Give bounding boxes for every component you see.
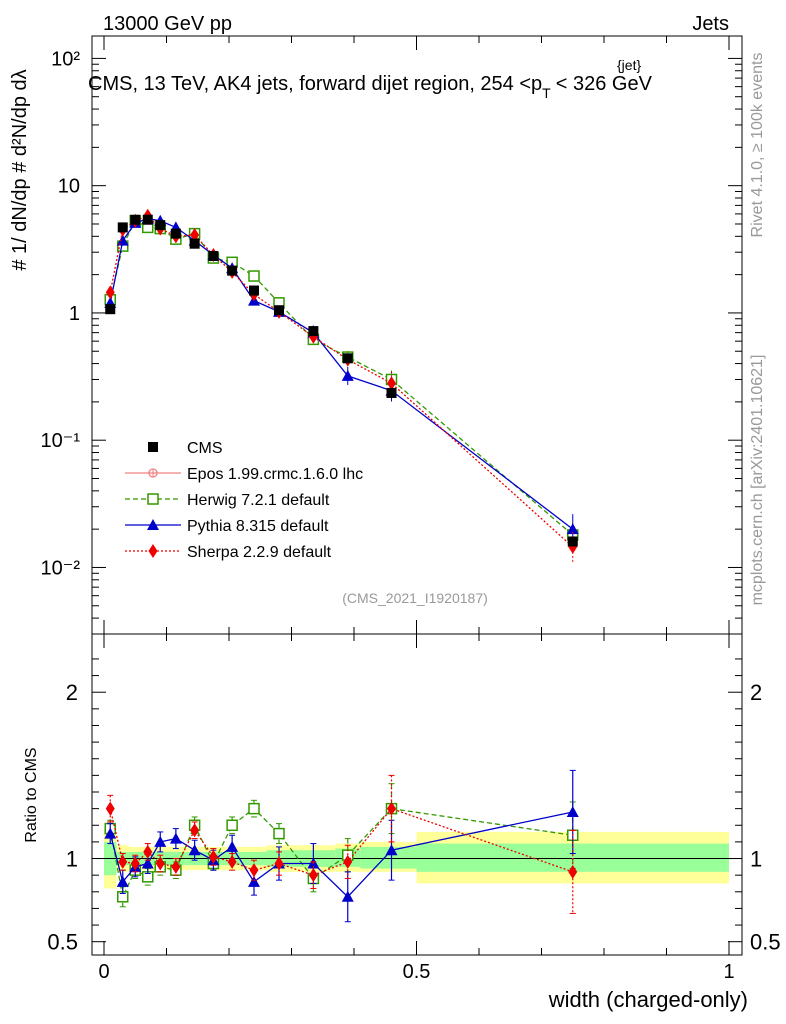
x-axis-label: width (charged-only) [548, 987, 748, 1012]
herwig-ratio-point [226, 819, 238, 832]
ratio-y-tick-label-left: 1 [66, 847, 78, 872]
cms-main-point [155, 220, 166, 231]
legend: CMS Epos 1.99.crmc.1.6.0 lhc Herwig 7.2.1 … [125, 440, 363, 561]
cms-main-point [208, 251, 219, 262]
pythia-ratio-point [248, 875, 260, 887]
cms-main-point [170, 228, 181, 239]
cms-main-point [342, 353, 353, 364]
x-tick-label: 0 [98, 961, 109, 983]
analysis-watermark: (CMS_2021_I1920187) [342, 590, 488, 606]
y-axis-label-ratio: Ratio to CMS [23, 747, 40, 842]
pythia-main-point [566, 523, 579, 535]
herwig-ratio-point [248, 802, 260, 815]
y-tick-label-main: 10⁻¹ [41, 430, 81, 452]
plot-title-main: CMS, 13 TeV, AK4 jets, forward dijet reg… [88, 73, 542, 95]
legend-label-herwig: Herwig 7.2.1 default [187, 492, 330, 509]
pythia-ratio-point [104, 827, 117, 839]
pythia-ratio-point [226, 840, 239, 852]
pythia-main-point [341, 369, 354, 381]
sherpa-ratio-point [143, 844, 153, 859]
sherpa-ratio-point [308, 868, 318, 883]
legend-marker-sherpa [148, 544, 158, 558]
y-tick-label-main: 10² [51, 48, 80, 70]
sherpa-main-point [387, 376, 396, 391]
pythia-ratio-point [188, 844, 201, 856]
main-series-layer [104, 208, 579, 562]
y-axis-label-main: # 1/ dN/dp # d²N/dp dλ [9, 69, 31, 270]
cms-main-point [386, 387, 397, 398]
cms-main-point [189, 238, 200, 249]
ratio-plot-frame: 0 0.5 1 0.5 0.5 1 1 2 2 [47, 633, 781, 983]
herwig-main-line [109, 219, 574, 536]
herwig-main-point [248, 270, 260, 282]
pythia-ratio-point [154, 835, 167, 847]
y-tick-label-main: 10 [58, 176, 80, 198]
cms-main-point [105, 304, 116, 315]
cms-main-point [227, 265, 238, 276]
pythia-ratio-point [141, 857, 154, 869]
band-inner-13 [360, 846, 417, 869]
pythia-ratio-point [385, 844, 398, 856]
sherpa-ratio-line [109, 807, 573, 876]
sherpa-ratio-point [208, 849, 218, 864]
sherpa-ratio-point [249, 863, 259, 878]
legend-label-sherpa: Sherpa 2.2.9 default [187, 544, 332, 561]
y-axis-label-main-text: # 1/ dN/dp # d²N/dp dλ [9, 69, 31, 270]
pythia-ratio-point [169, 832, 182, 844]
sherpa-ratio-point [190, 823, 200, 838]
cms-main-point [142, 214, 153, 225]
plot-title: CMS, 13 TeV, AK4 jets, forward dijet reg… [88, 73, 653, 101]
sherpa-ratio-point [105, 801, 115, 816]
plot-title-end: < 326 GeV [556, 73, 653, 95]
sherpa-main-line [109, 215, 574, 548]
sherpa-ratio-point [568, 864, 578, 879]
main-plot-frame: 10⁻² 10⁻¹ 1 10 10² [41, 35, 743, 635]
plot-title-sup: {jet} [617, 57, 641, 73]
cms-main-point [567, 536, 578, 547]
pythia-ratio-point [116, 875, 129, 887]
cms-main-point [130, 214, 141, 225]
legend-label-cms: CMS [187, 440, 223, 457]
cms-main-point [249, 285, 259, 296]
header-energy: 13000 GeV pp [103, 13, 232, 35]
x-tick-label: 1 [723, 961, 734, 983]
sherpa-ratio-point [227, 854, 237, 869]
sherpa-ratio-point [343, 854, 353, 869]
ratio-y-tick-label-right: 0.5 [750, 930, 781, 955]
cms-main-point [117, 222, 128, 233]
sherpa-ratio-point [155, 856, 165, 871]
cms-main-point [308, 326, 319, 337]
herwig-ratio-point [273, 827, 285, 840]
legend-marker-pythia [147, 519, 159, 530]
y-tick-label-main: 10⁻² [41, 557, 81, 579]
sherpa-ratio-point [130, 856, 140, 871]
pythia-main-point [116, 234, 129, 246]
ratio-y-tick-label-left: 2 [66, 680, 78, 705]
sherpa-main-point [105, 285, 115, 300]
ratio-series-layer [104, 769, 579, 923]
x-tick-label: 0.5 [403, 961, 431, 983]
pythia-ratio-point [341, 890, 354, 902]
legend-marker-herwig [147, 493, 159, 505]
y-tick-label-main: 1 [69, 303, 80, 325]
cms-main-point [274, 305, 284, 316]
ratio-frame-border [91, 633, 743, 956]
legend-label-pythia: Pythia 8.315 default [187, 518, 329, 535]
sherpa-ratio-point [118, 854, 128, 869]
legend-marker-cms [148, 442, 158, 452]
sherpa-main-point [190, 227, 200, 242]
ratio-y-tick-label-right: 2 [750, 680, 762, 705]
rivet-version-label: Rivet 4.1.0, ≥ 100k events [749, 53, 766, 238]
ratio-y-tick-label-left: 0.5 [47, 930, 78, 955]
sherpa-ratio-point [171, 859, 181, 874]
pythia-ratio-point [566, 805, 579, 817]
plot-title-sub: T [542, 85, 551, 101]
sherpa-ratio-point [274, 856, 284, 871]
header-category: Jets [692, 13, 729, 35]
sherpa-ratio-point [387, 801, 396, 816]
ratio-y-tick-label-right: 1 [750, 847, 762, 872]
mcplots-label: mcplots.cern.ch [arXiv:2401.10621] [749, 355, 766, 606]
legend-label-epos: Epos 1.99.crmc.1.6.0 lhc [187, 466, 363, 483]
